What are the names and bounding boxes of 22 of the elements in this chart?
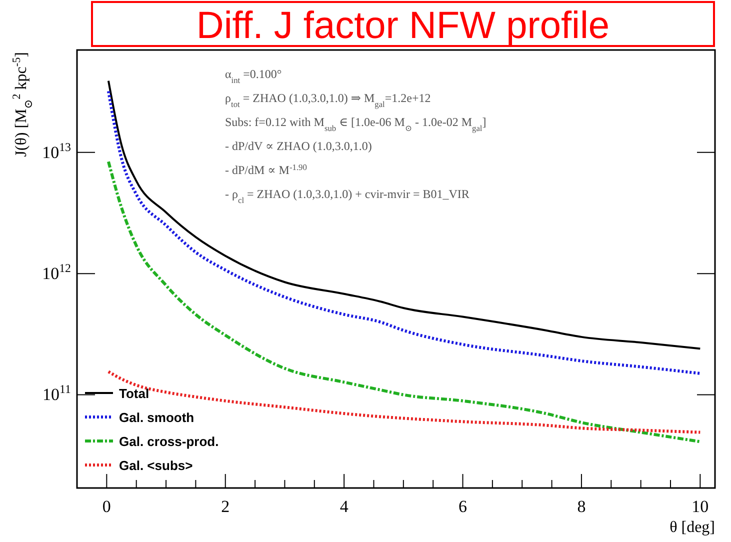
y-tick-label: 10$^{11}$ <box>42 382 72 404</box>
x-tick-label: 0 <box>102 497 111 516</box>
annotation: ρ$_{tot}$ = ZHAO (1.0,3.0,1.0) ⇒ M$_{gal}$=1.2e+12 <box>225 91 431 108</box>
legend-label: Gal. smooth <box>119 410 194 425</box>
line-series <box>106 370 702 434</box>
annotation: - dP/dM ∝ M$^{-1.90}$ <box>225 162 307 177</box>
chart-title: Diff. J factor NFW profile <box>196 5 610 47</box>
x-axis-title: θ [deg] <box>670 519 715 536</box>
annotation: Subs: f=0.12 with M$_{sub}$ ∈ [1.0e-06 M$_{⊙}$ - 1.0e-02 M$_{gal}$] <box>225 115 486 132</box>
x-tick-label: 10 <box>692 497 709 516</box>
x-tick-label: 4 <box>340 497 349 516</box>
annotation: α$_{int}$ =0.100° <box>225 67 282 84</box>
x-tick-label: 2 <box>221 497 230 516</box>
x-tick-label: 8 <box>577 497 586 516</box>
y-tick-label: 10$^{12}$ <box>42 261 72 284</box>
x-tick-label: 6 <box>458 497 468 516</box>
y-tick-label: 10$^{13}$ <box>42 140 72 162</box>
legend-label: Gal. cross-prod. <box>119 434 219 449</box>
annotation: - dP/dV ∝ ZHAO (1.0,3.0,1.0) <box>225 139 372 153</box>
legend-label: Total <box>119 386 150 401</box>
legend-label: Gal. <subs> <box>119 458 194 473</box>
annotation: - ρ$_{cl}$ = ZHAO (1.0,3.0,1.0) + cvir-mvir = B01_VIR <box>225 187 470 204</box>
